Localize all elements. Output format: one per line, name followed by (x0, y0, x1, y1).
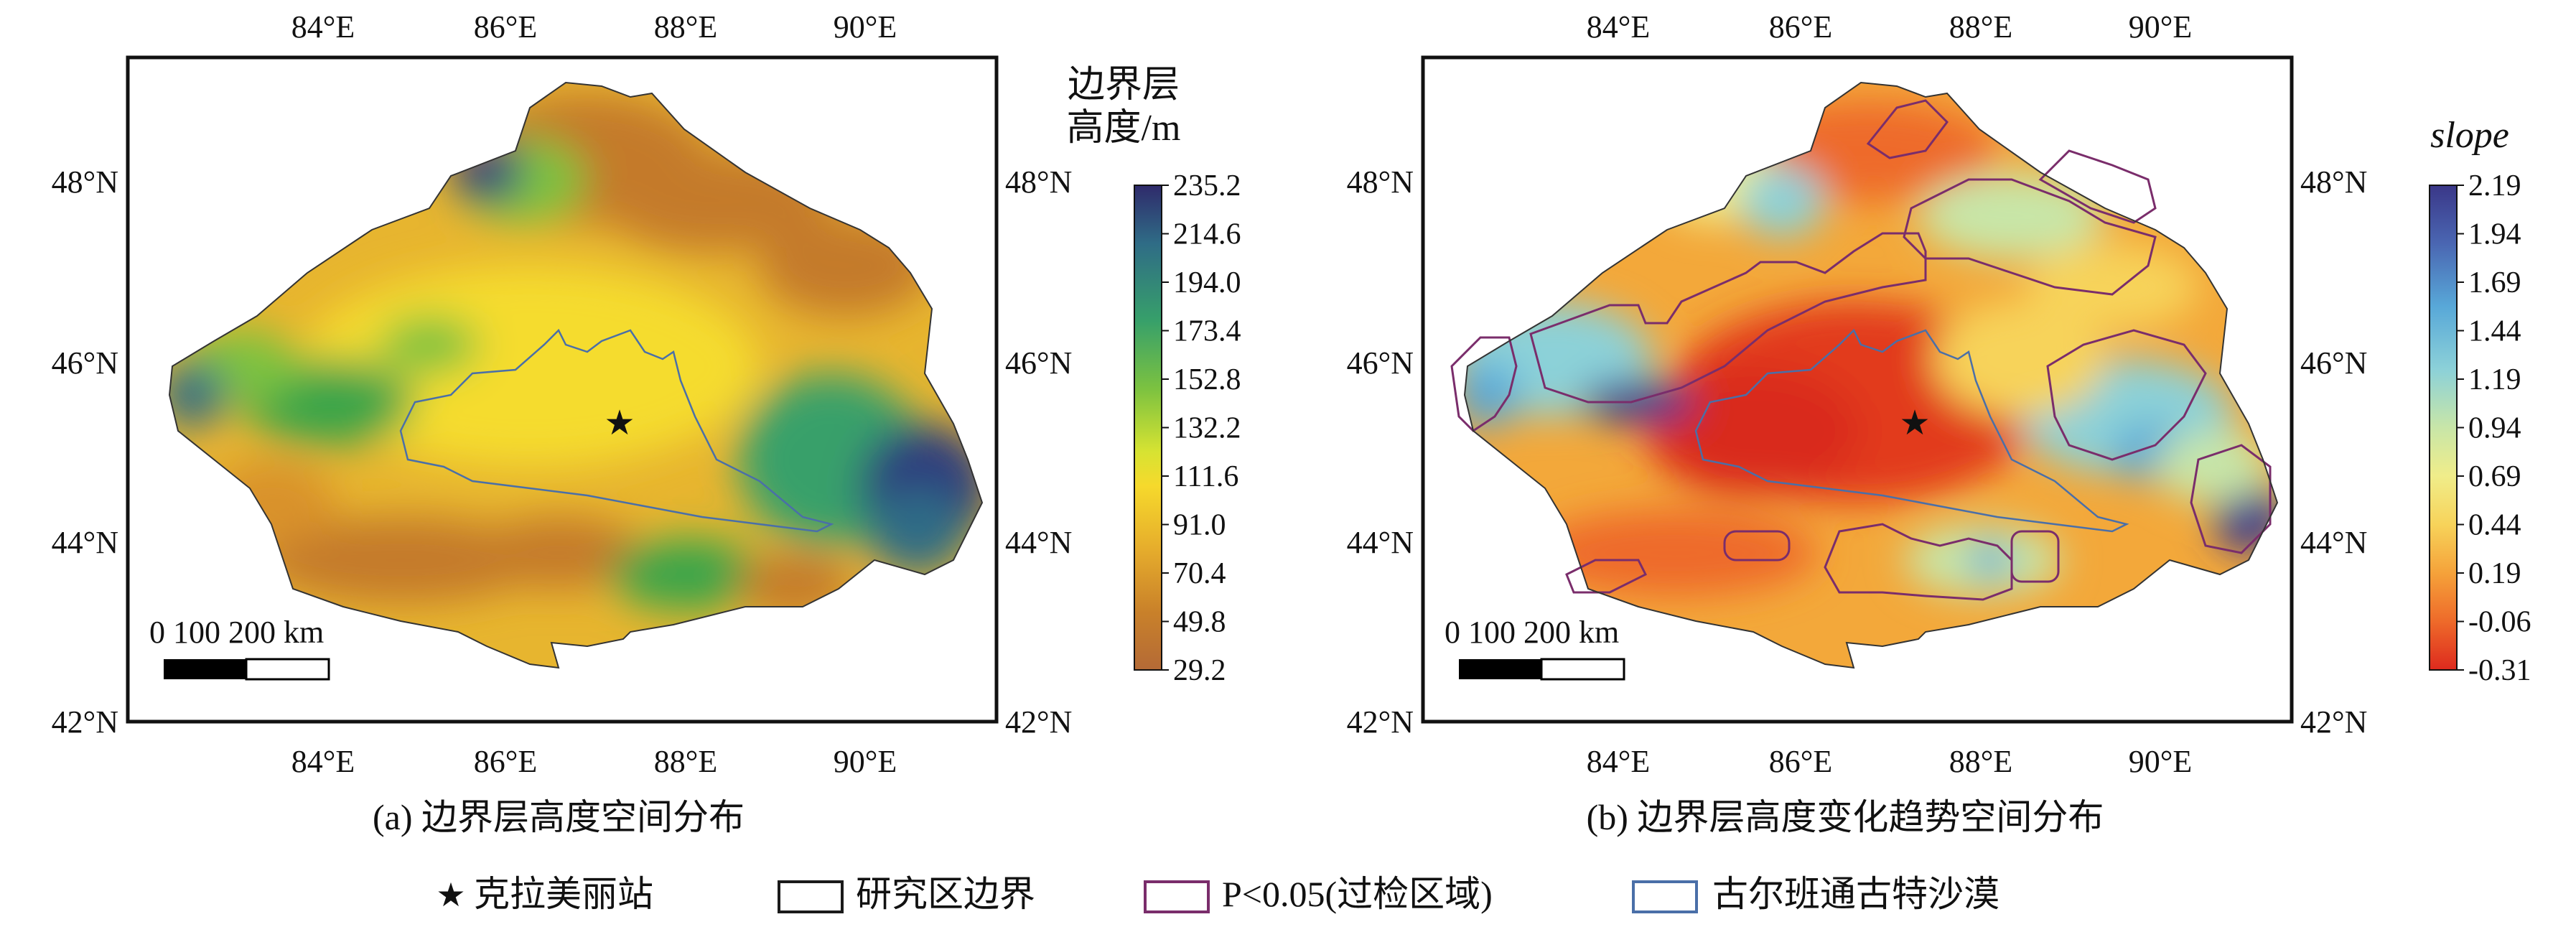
lon-label-top: 88°E (1949, 9, 2012, 45)
panel-b-map: ★ 0 100 200 km (1421, 55, 2294, 724)
lat-label-left: 44°N (52, 525, 118, 560)
colorbar-tick-label: 132.2 (1173, 412, 1241, 445)
legend-item-boundary: 研究区边界 (778, 874, 1035, 914)
colorbar-tick-label: 1.44 (2468, 315, 2521, 348)
panel-b-axis-labels: 84°E 86°E 88°E 90°E 84°E 86°E 88°E 90°E … (1347, 9, 2368, 779)
colorbar-tick-label: 0.44 (2468, 509, 2521, 542)
colorbar-tick-label: -0.06 (2468, 606, 2531, 639)
caption-b: (b) 边界层高度变化趋势空间分布 (1587, 797, 2104, 837)
lat-label-right: 44°N (1005, 525, 1072, 560)
lat-label-left: 42°N (1347, 704, 1414, 740)
star-icon: ★ (436, 877, 465, 913)
panel-b-colorbar: slope 2.19 1.94 1.69 1.44 1.19 0.94 0.69 0.44 0.… (2429, 115, 2531, 687)
colorbar-tick-label: 214.6 (1173, 218, 1241, 251)
lon-label-bottom: 90°E (2129, 744, 2192, 779)
scale-bar-label: 0 100 200 km (149, 615, 324, 650)
colorbar-tick-label: 70.4 (1173, 557, 1226, 590)
study-area-boundary (168, 81, 984, 669)
legend-label: 克拉美丽站 (474, 874, 653, 914)
colorbar-tick-label: 49.8 (1173, 606, 1226, 639)
lon-label-top: 84°E (291, 9, 355, 45)
colorbar-tick-label: 111.6 (1173, 460, 1238, 493)
colorbar-tick-label: -0.31 (2468, 654, 2531, 687)
desert-swatch-icon (1632, 880, 1698, 913)
lat-label-right: 48°N (2300, 164, 2367, 200)
legend-label: 古尔班通古特沙漠 (1712, 874, 1999, 914)
lat-label-right: 42°N (2300, 704, 2367, 740)
colorbar-title-line1: 边界层 (1068, 65, 1180, 106)
gurbantunggut-desert-outline (399, 328, 834, 533)
lat-label-right: 42°N (1005, 704, 1072, 740)
lon-label-top: 90°E (834, 9, 897, 45)
legend: ★ 克拉美丽站 研究区边界 P<0.05(过检区域) 古尔班通古特沙漠 (436, 874, 1999, 914)
lat-label-left: 44°N (1347, 525, 1414, 560)
lon-label-bottom: 88°E (654, 744, 717, 779)
lon-label-bottom: 86°E (474, 744, 537, 779)
colorbar-title-line2: 高度/m (1067, 108, 1181, 149)
colorbar-tick-label: 173.4 (1173, 315, 1241, 348)
colorbar-tick-label: 1.19 (2468, 363, 2521, 396)
legend-item-desert: 古尔班通古特沙漠 (1632, 874, 1999, 914)
kelamaili-station-star: ★ (604, 404, 635, 442)
lat-label-right: 44°N (2300, 525, 2367, 560)
lon-label-top: 86°E (1769, 9, 1832, 45)
legend-item-significance: P<0.05(过检区域) (1144, 874, 1493, 914)
lat-label-left: 42°N (52, 704, 118, 740)
colorbar-tick-label: 235.2 (1173, 169, 1241, 202)
colorbar-tick-label: 1.69 (2468, 266, 2521, 299)
legend-label: P<0.05(过检区域) (1222, 874, 1493, 914)
colorbar-title-line1: slope (2430, 115, 2509, 156)
colorbar-gradient (2429, 185, 2458, 671)
panel-a-colorbar: 边界层 高度/m 235.2 214.6 194.0 173.4 152.8 132.2 1… (1067, 65, 1241, 687)
lon-label-bottom: 84°E (291, 744, 355, 779)
scale-bar-black-segment (1459, 659, 1541, 679)
lat-label-right: 46°N (1005, 345, 1072, 381)
panel-a-axis-labels: 84°E 86°E 88°E 90°E 84°E 86°E 88°E 90°E … (52, 9, 1073, 779)
caption-a: (a) 边界层高度空间分布 (373, 797, 745, 837)
lon-label-top: 86°E (474, 9, 537, 45)
scale-bar-label: 0 100 200 km (1445, 615, 1619, 650)
scale-bar-black-segment (164, 659, 246, 679)
lon-label-bottom: 86°E (1769, 744, 1832, 779)
scale-bar-white-segment (245, 658, 330, 681)
lon-label-bottom: 84°E (1587, 744, 1650, 779)
scale-bar-white-segment (1540, 658, 1625, 681)
lon-label-bottom: 88°E (1949, 744, 2012, 779)
colorbar-gradient (1134, 185, 1162, 671)
lat-label-left: 48°N (52, 164, 118, 200)
lat-label-right: 46°N (2300, 345, 2367, 381)
lat-label-right: 48°N (1005, 164, 1072, 200)
colorbar-tick-label: 0.19 (2468, 557, 2521, 590)
significance-region-outlines (1450, 99, 2272, 601)
colorbar-tick-label: 2.19 (2468, 169, 2521, 202)
colorbar-tick-label: 0.69 (2468, 460, 2521, 493)
colorbar-tick-label: 194.0 (1173, 266, 1241, 299)
lon-label-bottom: 90°E (834, 744, 897, 779)
lat-label-left: 46°N (52, 345, 118, 381)
significance-swatch-icon (1144, 880, 1210, 913)
kelamaili-station-star: ★ (1899, 404, 1930, 442)
lon-label-top: 90°E (2129, 9, 2192, 45)
boundary-swatch-icon (778, 880, 844, 913)
colorbar-tick-label: 1.94 (2468, 218, 2521, 251)
lat-label-left: 48°N (1347, 164, 1414, 200)
colorbar-tick-label: 29.2 (1173, 654, 1226, 687)
legend-label: 研究区边界 (856, 874, 1035, 914)
colorbar-tick-label: 152.8 (1173, 363, 1241, 396)
lon-label-top: 88°E (654, 9, 717, 45)
colorbar-tick-label: 0.94 (2468, 412, 2521, 445)
lon-label-top: 84°E (1587, 9, 1650, 45)
panel-a-map: ★ 0 100 200 km (126, 55, 999, 724)
study-area-boundary (1463, 81, 2279, 669)
gurbantunggut-desert-outline (1694, 328, 2129, 533)
legend-item-station: ★ 克拉美丽站 (436, 874, 653, 914)
lat-label-left: 46°N (1347, 345, 1414, 381)
colorbar-tick-label: 91.0 (1173, 509, 1226, 542)
